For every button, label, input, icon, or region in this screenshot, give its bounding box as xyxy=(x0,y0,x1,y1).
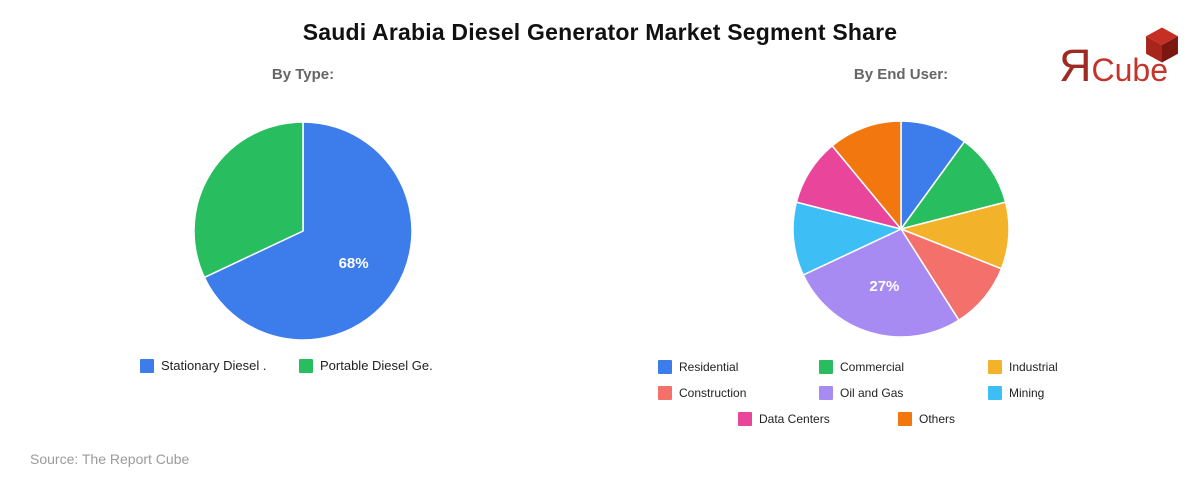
pie-data-label: 68% xyxy=(339,255,369,272)
legend-item-portable-diesel[interactable]: Portable Diesel Ge. xyxy=(299,358,433,373)
legend-swatch xyxy=(819,360,833,374)
logo-name: Cube xyxy=(1091,52,1169,88)
source-note: Source: The Report Cube xyxy=(30,451,190,467)
pie-data-label: 27% xyxy=(869,278,899,295)
legend-swatch xyxy=(738,412,752,426)
rcube-logo: ЯCube xyxy=(1055,26,1187,88)
legend-label: Data Centers xyxy=(759,412,830,426)
cube-left-face xyxy=(1146,36,1162,63)
legend-swatch xyxy=(819,386,833,400)
legend-label: Industrial xyxy=(1009,360,1058,374)
pie-slice-mining[interactable] xyxy=(792,201,902,276)
by-type-subtitle: By Type: xyxy=(271,66,335,83)
legend-item-mining[interactable]: Mining xyxy=(988,386,1044,400)
legend-swatch xyxy=(299,358,313,373)
cube-right-face xyxy=(1162,36,1178,63)
legend-swatch xyxy=(988,360,1002,374)
legend-item-construction[interactable]: Construction xyxy=(658,386,746,400)
legend-item-residential[interactable]: Residential xyxy=(658,360,738,374)
legend-swatch xyxy=(658,386,672,400)
legend-item-stationary-diesel[interactable]: Stationary Diesel . xyxy=(140,358,267,373)
pie-slice-oil-and-gas[interactable] xyxy=(802,228,960,338)
by-type-pie: 68% xyxy=(193,121,413,341)
page-title: Saudi Arabia Diesel Generator Market Seg… xyxy=(302,19,898,45)
legend-label: Portable Diesel Ge. xyxy=(320,358,433,373)
legend-item-others[interactable]: Others xyxy=(898,412,955,426)
by-end-user-subtitle: By End User: xyxy=(853,66,949,83)
legend-label: Construction xyxy=(679,386,747,400)
legend-swatch xyxy=(988,386,1002,400)
by-end-user-pie: 27% xyxy=(792,120,1010,338)
legend-swatch xyxy=(658,360,672,374)
cube-top-face xyxy=(1146,27,1178,45)
legend-label: Residential xyxy=(679,360,739,374)
legend-label: Stationary Diesel . xyxy=(161,358,267,373)
legend-swatch xyxy=(898,412,912,426)
legend-label: Mining xyxy=(1009,386,1045,400)
pie-slice-portable-diesel-ge[interactable] xyxy=(193,121,304,279)
legend-label: Others xyxy=(919,412,956,426)
legend-item-data-centers[interactable]: Data Centers xyxy=(738,412,830,426)
cube-icon xyxy=(1146,27,1178,63)
legend-item-oil-and-gas[interactable]: Oil and Gas xyxy=(819,386,903,400)
pie-slice-others[interactable] xyxy=(831,120,902,230)
legend-swatch xyxy=(140,358,154,373)
pie-slice-commercial[interactable] xyxy=(900,140,1007,230)
legend-label: Commercial xyxy=(840,360,905,374)
legend-item-industrial[interactable]: Industrial xyxy=(988,360,1058,374)
legend-item-commercial[interactable]: Commercial xyxy=(819,360,904,374)
rcube-logo-text: ЯCube xyxy=(1059,43,1168,88)
legend-label: Oil and Gas xyxy=(840,386,904,400)
logo-mark: Я xyxy=(1059,40,1092,91)
pie-slice-stationary-diesel[interactable] xyxy=(203,121,413,341)
